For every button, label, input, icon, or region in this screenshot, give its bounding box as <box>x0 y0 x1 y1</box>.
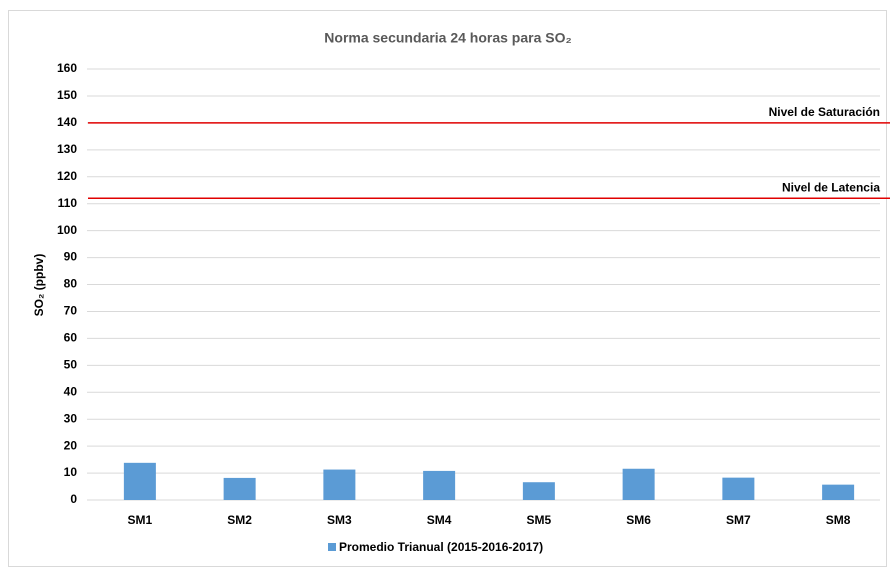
x-tick-label: SM6 <box>626 513 651 527</box>
y-tick-label: 110 <box>58 196 78 210</box>
y-tick-label: 90 <box>64 250 78 264</box>
y-tick-label: 60 <box>64 331 78 345</box>
y-tick-label: 80 <box>64 277 78 291</box>
legend-swatch <box>328 543 336 551</box>
y-tick-label: 120 <box>57 169 77 183</box>
bar <box>223 477 256 500</box>
bar <box>722 477 755 500</box>
y-tick-label: 30 <box>64 411 78 425</box>
bar <box>822 484 855 500</box>
y-tick-label: 0 <box>70 492 77 506</box>
legend-label: Promedio Trianual (2015-2016-2017) <box>339 540 543 554</box>
x-tick-label: SM5 <box>527 513 552 527</box>
bar <box>522 482 555 500</box>
bar <box>423 470 456 500</box>
y-tick-label: 70 <box>64 304 78 318</box>
y-tick-label: 40 <box>64 384 78 398</box>
y-tick-label: 160 <box>57 61 77 75</box>
reference-label: Nivel de Saturación <box>769 105 880 119</box>
y-tick-label: 140 <box>57 115 77 129</box>
x-tick-label: SM4 <box>427 513 452 527</box>
x-tick-label: SM2 <box>227 513 252 527</box>
reference-label: Nivel de Latencia <box>782 180 880 194</box>
y-tick-label: 100 <box>57 223 77 237</box>
x-tick-label: SM3 <box>327 513 352 527</box>
y-tick-label: 150 <box>57 88 77 102</box>
x-tick-label: SM8 <box>826 513 851 527</box>
y-tick-label: 10 <box>64 465 78 479</box>
bar <box>123 462 156 500</box>
bar <box>622 468 655 500</box>
chart-title: Norma secundaria 24 horas para SO₂ <box>324 30 571 46</box>
y-axis-label: SO₂ (ppbv) <box>32 254 46 317</box>
x-tick-label: SM7 <box>726 513 751 527</box>
bar <box>323 469 356 500</box>
y-tick-label: 20 <box>64 438 78 452</box>
y-tick-label: 50 <box>64 357 78 371</box>
y-tick-label: 130 <box>57 142 77 156</box>
x-tick-label: SM1 <box>128 513 153 527</box>
